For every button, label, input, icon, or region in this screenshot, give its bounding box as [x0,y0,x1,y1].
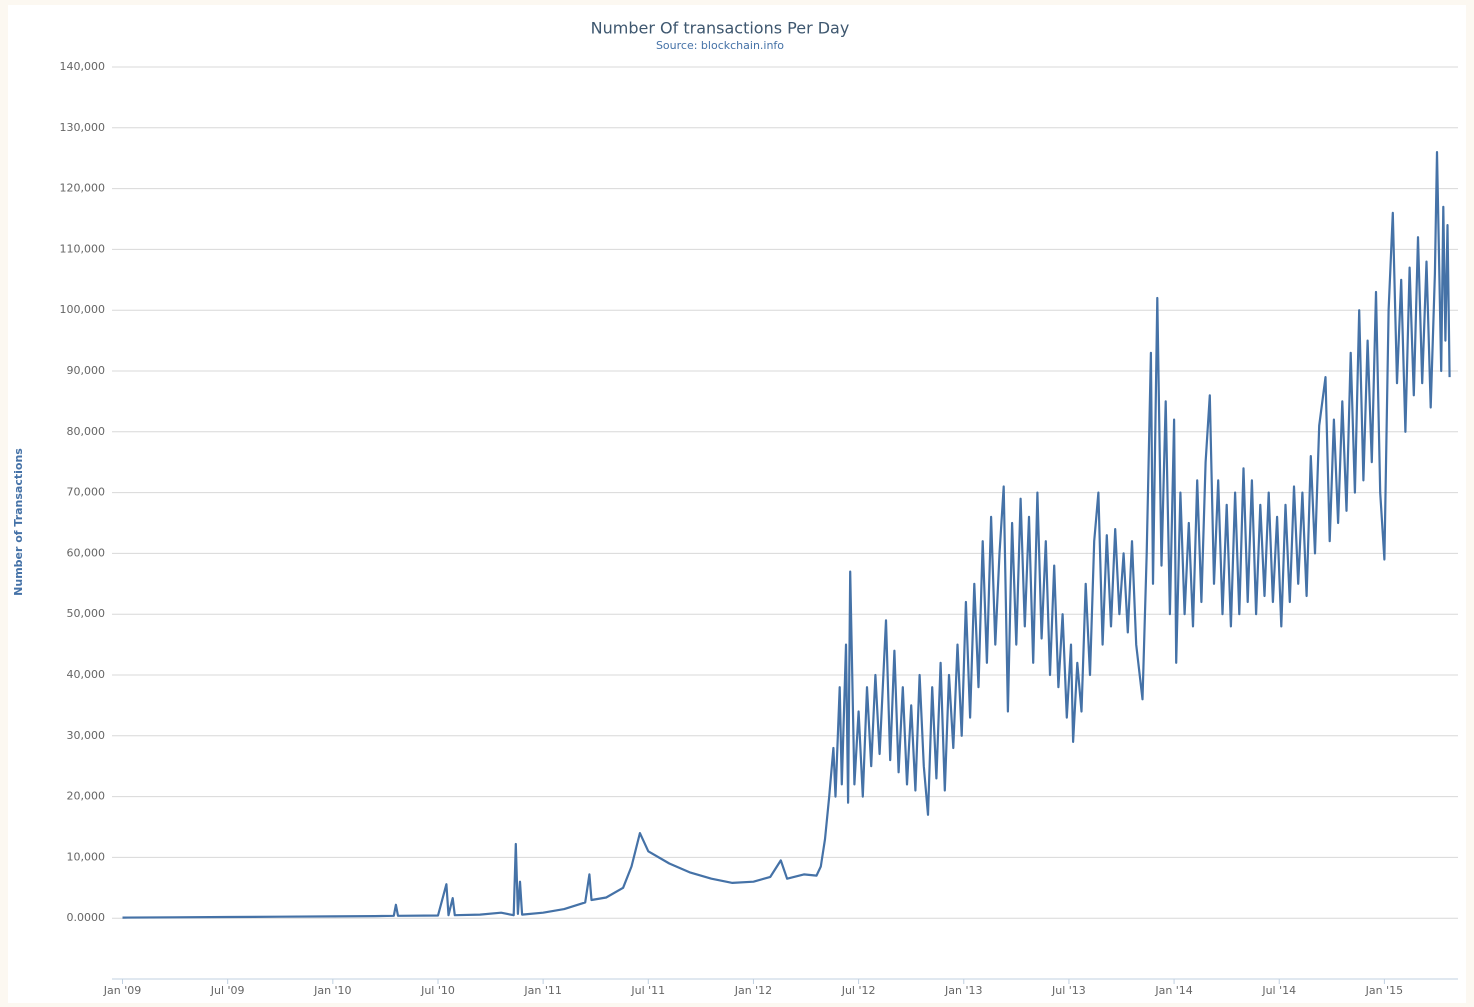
x-tick-label: Jan '12 [734,984,772,997]
y-tick-label: 80,000 [67,425,106,438]
y-tick-label: 0.0000 [67,911,106,924]
y-tick-label: 10,000 [67,850,106,863]
x-tick-label: Jul '13 [1051,984,1086,997]
chart-background [8,5,1466,1003]
chart-title: Number Of transactions Per Day [591,19,850,38]
x-tick-label: Jan '09 [103,984,141,997]
y-tick-label: 20,000 [67,790,106,803]
x-tick-label: Jul '12 [841,984,876,997]
x-tick-label: Jan '13 [944,984,982,997]
x-tick-label: Jan '10 [313,984,351,997]
x-tick-label: Jul '14 [1261,984,1296,997]
y-tick-label: 60,000 [67,546,106,559]
chart-subtitle: Source: blockchain.info [656,39,784,52]
x-tick-label: Jan '15 [1365,984,1403,997]
y-tick-label: 100,000 [60,303,106,316]
y-tick-label: 50,000 [67,607,106,620]
data-line [122,151,1451,919]
x-tick-label: Jan '14 [1154,984,1192,997]
y-tick-label: 70,000 [67,486,106,499]
y-tick-label: 110,000 [60,242,106,255]
y-tick-label: 90,000 [67,364,106,377]
y-tick-label: 130,000 [60,121,106,134]
y-tick-label: 120,000 [60,182,106,195]
y-tick-label: 30,000 [67,729,106,742]
y-axis-title: Number of Transactions [12,448,25,596]
y-tick-label: 140,000 [60,60,106,73]
x-tick-label: Jan '11 [523,984,561,997]
y-tick-label: 40,000 [67,668,106,681]
x-tick-label: Jul '11 [630,984,665,997]
x-tick-label: Jul '09 [210,984,245,997]
x-tick-label: Jul '10 [420,984,455,997]
